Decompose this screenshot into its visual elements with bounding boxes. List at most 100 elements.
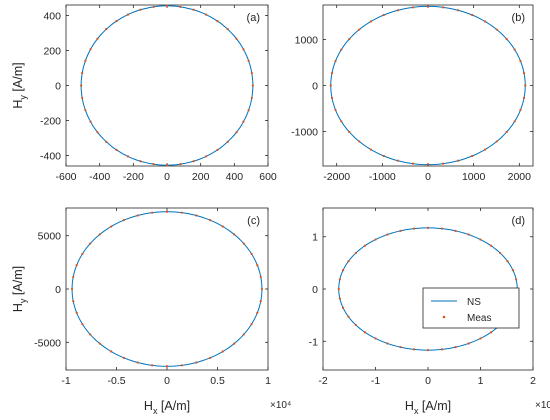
meas-point [209, 219, 212, 222]
meas-point [89, 48, 92, 51]
meas-point [505, 130, 508, 134]
meas-point [105, 28, 108, 31]
meas-point [471, 13, 474, 17]
meas-point [250, 96, 253, 100]
meas-point [81, 96, 84, 100]
meas-point [456, 159, 460, 162]
meas-point [505, 37, 508, 41]
y-axis-label-unit: [A/m] [11, 62, 25, 95]
y-tick-label: 5000 [38, 231, 62, 243]
meas-point [235, 37, 238, 40]
meas-point [363, 244, 366, 247]
meas-point [522, 72, 526, 75]
meas-point [354, 251, 357, 255]
y-tick-label: -200 [40, 116, 61, 128]
y-tick-label: 0 [55, 284, 61, 296]
meas-point [399, 229, 402, 232]
meas-point [72, 275, 75, 279]
meas-point [98, 233, 101, 236]
y-tick-label: -5000 [34, 337, 61, 349]
meas-point [513, 120, 516, 123]
meas-point [81, 252, 84, 256]
meas-point [233, 342, 236, 345]
meas-point [484, 20, 487, 23]
meas-point [506, 260, 509, 263]
meas-point [495, 140, 498, 143]
meas-point [412, 348, 416, 351]
y-tick-label: 1000 [295, 35, 319, 47]
panel-d: -2 -1 0 1 2 -1 0 1 (d) ×10⁴ Hx [A/m] NS Meas [309, 207, 550, 416]
x-tick-label: 0 [425, 171, 431, 183]
y-tick-label: 1 [312, 232, 318, 244]
meas-point [204, 13, 208, 16]
meas-point [490, 244, 493, 247]
meas-point [242, 333, 245, 336]
x-tick-label: -1000 [369, 171, 396, 183]
x-tick-label: -2 [318, 375, 327, 387]
meas-point [216, 148, 219, 151]
meas-point [70, 287, 74, 291]
x-tick-label: -600 [55, 171, 76, 183]
x-tick-label: 400 [226, 171, 244, 183]
meas-point [256, 311, 259, 314]
meas-point [347, 260, 350, 263]
x-tick-label: 200 [192, 171, 210, 183]
meas-point [126, 13, 130, 16]
x-tick-label: 1 [265, 375, 271, 387]
x-tick-label: 0 [425, 375, 431, 387]
meas-point [467, 233, 470, 236]
meas-point [242, 48, 245, 51]
meas-point [337, 287, 340, 291]
meas-point [195, 214, 198, 217]
x-tick-label: 600 [259, 171, 277, 183]
meas-point [251, 84, 254, 87]
meas-point [247, 59, 250, 62]
meas-point [426, 226, 430, 229]
y-axis-label-main: H [11, 303, 25, 312]
axes-box [322, 4, 534, 167]
meas-point [259, 299, 262, 303]
axes-box [65, 4, 269, 167]
meas-point [369, 148, 372, 151]
meas-point [84, 109, 87, 112]
panel-a: -600 -400 -200 0 200 400 600 -400 -200 0 200 400 (a)… [11, 4, 277, 183]
meas-point [524, 84, 527, 87]
y-axis-label-main: H [11, 100, 25, 109]
y-tick-label: -1 [309, 336, 318, 348]
meas-point [454, 229, 457, 232]
meas-point [151, 364, 154, 367]
meas-point [242, 120, 245, 123]
meas-point [374, 337, 377, 340]
meas-point [180, 211, 183, 214]
x-axis-label: Hx [A/m] [405, 399, 451, 416]
meas-point [338, 278, 341, 281]
meas-point [358, 140, 361, 143]
meas-point [165, 164, 169, 167]
y-tick-label: 0 [312, 81, 318, 93]
meas-point [334, 59, 337, 63]
meas-point [412, 227, 416, 230]
meas-point [195, 361, 198, 364]
x-axis-label: Hx [A/m] [144, 399, 190, 416]
meas-point [522, 96, 526, 99]
panel-tag: (b) [512, 12, 525, 24]
y-tick-label: -1000 [291, 127, 318, 139]
meas-point [426, 5, 430, 8]
meas-point [490, 331, 493, 334]
meas-point [122, 356, 125, 359]
y-axis-label: Hy [A/m] [11, 62, 28, 108]
meas-point [136, 214, 139, 217]
meas-point [495, 28, 498, 31]
meas-point [242, 242, 245, 245]
legend-label-meas: Meas [467, 313, 491, 324]
meas-point [260, 287, 264, 291]
x-tick-label: -2000 [323, 171, 350, 183]
meas-point [221, 350, 224, 353]
meas-point [75, 311, 78, 314]
meas-point [426, 163, 430, 166]
meas-point [513, 48, 516, 51]
x-tick-label: -0.5 [107, 375, 125, 387]
meas-point [348, 37, 351, 41]
meas-point [115, 20, 118, 23]
